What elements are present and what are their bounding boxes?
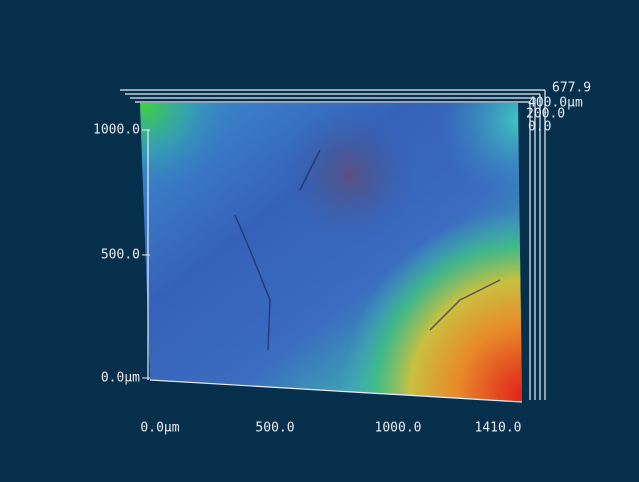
x-axis-label: 1000.0 xyxy=(375,421,422,436)
x-axis-label: 1410.0 xyxy=(475,421,522,436)
z-axis-label: 0.0 xyxy=(528,120,551,135)
z-axis-label: 200.0 xyxy=(526,107,565,122)
z-axis-label: 677.9 xyxy=(552,81,591,96)
x-axis-label: 500.0 xyxy=(255,421,294,436)
surface xyxy=(140,103,522,402)
frame xyxy=(120,89,546,403)
y-axis-label: 1000.0 xyxy=(93,123,140,138)
x-axis-label: 0.0μm xyxy=(140,421,179,436)
y-axis-label: 0.0μm xyxy=(101,371,140,386)
z-axis-label: 400.0μm xyxy=(528,96,583,111)
y-axis-label: 500.0 xyxy=(101,248,140,263)
labels: 1000.0 500.0 0.0μm 0.0μm 500.0 1000.0 1410.0 67… xyxy=(93,81,591,436)
